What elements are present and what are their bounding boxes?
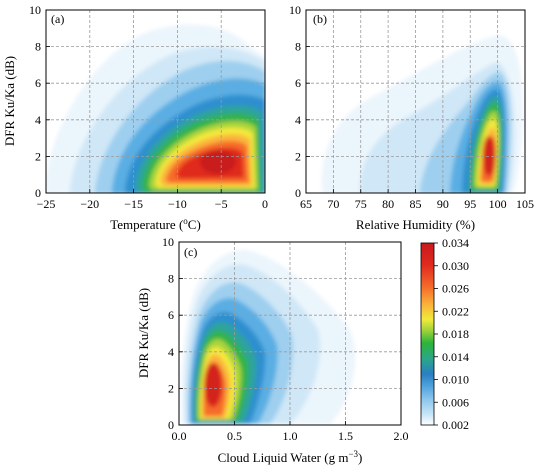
colorbar-tick-label: 0.030 (442, 259, 469, 273)
x-tick-label-b: 100 (489, 197, 507, 211)
x-tick-label-b: 85 (410, 197, 422, 211)
x-tick-label-a: −20 (80, 197, 99, 211)
x-tick-label-c: 1.0 (283, 429, 298, 443)
y-tick-label-a: 4 (35, 113, 41, 127)
x-tick-label-b: 65 (300, 197, 312, 211)
grid-a (46, 10, 265, 193)
y-tick-label-b: 10 (289, 3, 301, 17)
y-tick-label-c: 10 (162, 235, 174, 249)
colorbar-ramp (420, 242, 435, 426)
density-field-c (181, 250, 356, 424)
x-tick-label-c: 2.0 (394, 429, 409, 443)
x-tick-label-c: 0.5 (227, 429, 242, 443)
x-tick-label-a: −25 (37, 197, 56, 211)
x-tick-label-b: 80 (382, 197, 394, 211)
x-tick-label-a: −5 (215, 197, 228, 211)
y-tick-label-c: 0 (168, 418, 174, 432)
x-tick-label-b: 95 (464, 197, 476, 211)
x-tick-label-b: 70 (327, 197, 339, 211)
x-tick-label-b: 105 (516, 197, 534, 211)
x-tick-label-c: 1.5 (338, 429, 353, 443)
y-tick-label-b: 6 (295, 76, 301, 90)
x-axis-label-c: Cloud Liquid Water (g m−3) (218, 449, 363, 465)
ticks-b: 65 70 75 80 85 90 95 100 105 0 2 4 6 8 10 (289, 3, 534, 211)
colorbar-tick-label: 0.014 (442, 350, 469, 364)
x-tick-label-a: −10 (168, 197, 187, 211)
x-tick-label-a: 0 (262, 197, 268, 211)
grid-b (306, 10, 525, 193)
colorbar-tick-label: 0.010 (442, 373, 469, 387)
y-tick-label-a: 6 (35, 76, 41, 90)
y-axis-label-c: DFR Ku/Ka (dB) (136, 288, 151, 378)
y-tick-label-a: 8 (35, 40, 41, 54)
colorbar-tick-label: 0.022 (442, 304, 469, 318)
colorbar-tick-label: 0.006 (442, 395, 469, 409)
density-field-a (46, 24, 265, 193)
x-tick-label-c: 0.0 (172, 429, 187, 443)
colorbar-tick-label: 0.034 (442, 236, 469, 250)
panel-a: −25 −20 −15 −10 −5 0 0 2 4 6 8 10 (a) Temperature (… (2, 3, 268, 232)
y-tick-label-a: 10 (29, 3, 41, 17)
grid-c (179, 242, 401, 425)
density-peak-a (200, 150, 236, 174)
panel-label-c: (c) (184, 245, 197, 259)
y-axis-label-a: DFR Ku/Ka (dB) (2, 56, 17, 146)
x-tick-label-b: 75 (355, 197, 367, 211)
y-tick-label-b: 0 (295, 186, 301, 200)
axes-frame-a (45, 9, 266, 194)
y-tick-label-a: 0 (35, 186, 41, 200)
y-tick-label-c: 4 (168, 345, 174, 359)
y-tick-label-a: 2 (35, 149, 41, 163)
panel-label-a: (a) (51, 12, 64, 26)
y-tick-label-c: 8 (168, 272, 174, 286)
x-axis-label-b: Relative Humidity (%) (356, 217, 475, 232)
density-peak-c (204, 363, 222, 407)
y-tick-label-b: 4 (295, 113, 301, 127)
x-axis-label-a: Temperature (oC) (110, 216, 201, 232)
colorbar-tick-label: 0.018 (442, 327, 469, 341)
y-tick-label-b: 2 (295, 149, 301, 163)
colorbar-ticks: 0.034 0.030 0.026 0.022 0.018 0.014 0.010 0.006… (434, 236, 469, 432)
ticks-c: 0.0 0.5 1.0 1.5 2.0 0 2 4 6 8 10 (162, 235, 409, 443)
y-tick-label-b: 8 (295, 40, 301, 54)
y-tick-label-c: 6 (168, 308, 174, 322)
panel-c: 0.0 0.5 1.0 1.5 2.0 0 2 4 6 8 10 (c) Cloud Liquid … (136, 235, 409, 465)
colorbar-tick-label: 0.026 (442, 282, 469, 296)
colorbar: 0.034 0.030 0.026 0.022 0.018 0.014 0.010 0.006… (420, 236, 469, 432)
panel-b: 65 70 75 80 85 90 95 100 105 0 2 4 6 8 10 (b) Relative… (289, 3, 534, 232)
ticks-a: −25 −20 −15 −10 −5 0 0 2 4 6 8 10 (29, 3, 268, 211)
x-tick-label-b: 90 (437, 197, 449, 211)
density-field-b (321, 35, 523, 193)
x-tick-label-a: −15 (124, 197, 143, 211)
y-tick-label-c: 2 (168, 381, 174, 395)
colorbar-tick-label: 0.002 (442, 418, 469, 432)
panel-label-b: (b) (313, 12, 327, 26)
